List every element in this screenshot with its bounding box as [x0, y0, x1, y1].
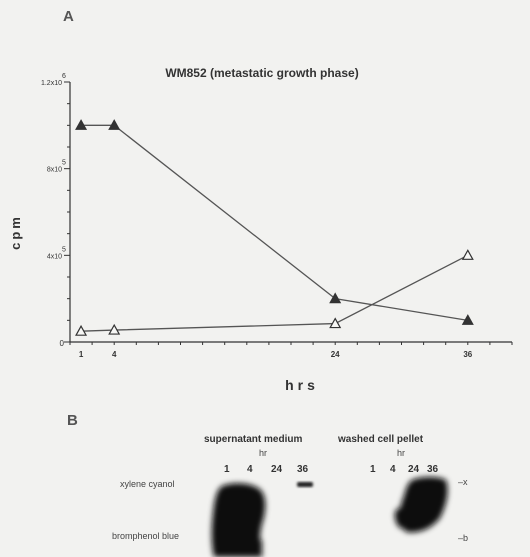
series-0-point: [329, 292, 342, 304]
supernatant-signal: [211, 483, 266, 557]
supernatant-hr-label: hr: [259, 448, 268, 458]
x-tick-label: 4: [112, 350, 117, 359]
panel-a-letter: A: [63, 8, 74, 25]
supernatant-medium-heading: supernatant medium: [204, 434, 303, 445]
supernatant-lane36-spot: [297, 482, 313, 487]
x-tick-label: 36: [463, 350, 472, 359]
bromphenol-blue-label: bromphenol blue: [112, 531, 180, 541]
chart-title: WM852 (metastatic growth phase): [165, 66, 358, 80]
pellet-lane-1: 1: [370, 464, 376, 475]
y-tick-exponent: 6: [62, 73, 66, 80]
series-1-point: [329, 317, 342, 329]
supernatant-lane-24: 24: [271, 464, 283, 475]
panel-b-letter: B: [67, 412, 78, 429]
chart-axes: [64, 81, 513, 345]
y-tick-label: 8x10: [47, 167, 62, 174]
series-1-point: [75, 324, 88, 336]
pellet-lane-36: 36: [427, 464, 439, 475]
xylene-cyanol-label: xylene cyanol: [120, 479, 175, 489]
washed-cell-pellet-heading: washed cell pellet: [338, 434, 424, 445]
series-0-line: [81, 124, 468, 321]
marker-b: –b: [458, 533, 469, 543]
series-1-point: [461, 249, 474, 260]
x-tick-label: 24: [331, 350, 340, 359]
series-layer: [75, 119, 474, 336]
y-tick-label: 1.2x10: [41, 80, 62, 87]
cpm-chart: WM852 (metastatic growth phase) 04x1058x…: [8, 66, 513, 393]
supernatant-lane-36: 36: [297, 464, 309, 475]
y-tick-exponent: 5: [62, 160, 66, 167]
supernatant-lane-1: 1: [224, 464, 230, 475]
pellet-lane-24: 24: [408, 464, 420, 475]
y-tick-label: 0: [60, 339, 65, 348]
autoradiogram: [211, 477, 448, 557]
series-1-point: [108, 323, 121, 335]
y-tick-exponent: 5: [62, 246, 66, 253]
pellet-signal: [394, 477, 448, 533]
x-axis-label: hrs: [285, 377, 319, 393]
y-axis-label: cpm: [8, 214, 23, 250]
supernatant-lane-4: 4: [247, 464, 253, 475]
series-0-point: [461, 314, 474, 325]
marker-x: –x: [458, 477, 468, 487]
pellet-hr-label: hr: [397, 448, 406, 458]
series-1-line: [81, 254, 469, 332]
series-0-point: [75, 119, 88, 130]
y-tick-label: 4x10: [47, 253, 62, 260]
series-0-point: [108, 119, 121, 130]
x-tick-label: 1: [79, 350, 84, 359]
pellet-lane-4: 4: [390, 464, 396, 475]
x-tick-labels: 1 4 24 36: [79, 350, 473, 359]
